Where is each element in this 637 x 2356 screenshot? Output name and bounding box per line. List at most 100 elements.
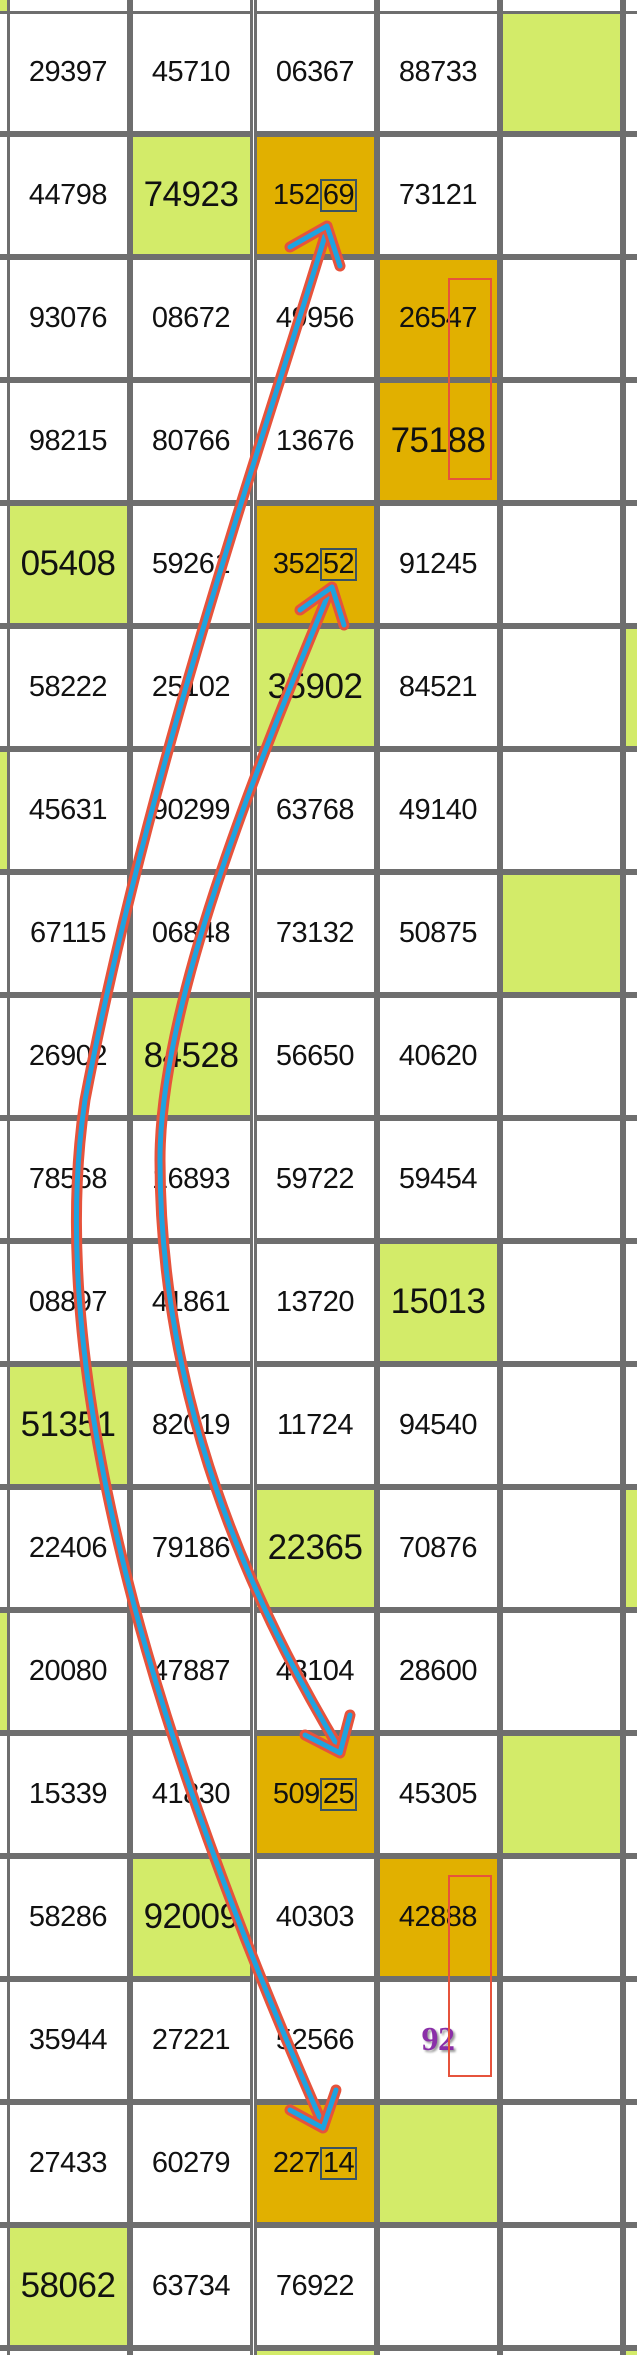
edge-cell: [253, 2347, 377, 2355]
cell-number: 13676: [275, 424, 355, 457]
cell-number: 15013: [390, 1282, 486, 1321]
cell-number: 59454: [398, 1162, 478, 1195]
grid-cell: 90299: [129, 748, 253, 872]
arrow-inner: [154, 581, 356, 1759]
grid-cell: [499, 1855, 623, 1979]
cell-number: 08897: [28, 1285, 108, 1318]
grid-cell: [499, 10, 623, 134]
cell-number: 73132: [275, 916, 355, 949]
grid-cell: 509 25: [253, 1732, 377, 1856]
grid-cell: 59454: [376, 1117, 500, 1241]
grid-cell: [376, 2101, 500, 2225]
grid-cell: 58222: [6, 625, 130, 749]
grid-cell: 84528: [129, 994, 253, 1118]
grid-cell: 63734: [129, 2224, 253, 2348]
edge-cell-right: [622, 256, 637, 380]
cell-number: 05408: [20, 544, 116, 583]
cell-number: 98215: [28, 424, 108, 457]
grid-cell: 45305: [376, 1732, 500, 1856]
grid-cell: 28600: [376, 1609, 500, 1733]
cell-number: 58222: [28, 670, 108, 703]
grid-cell: [499, 133, 623, 257]
cell-number: 88733: [398, 55, 478, 88]
cell-number: 45631: [28, 793, 108, 826]
grid-cell: 60279: [129, 2101, 253, 2225]
grid-cell: 22406: [6, 1486, 130, 1610]
cell-number: 22365: [267, 1528, 363, 1567]
grid-cell: 49140: [376, 748, 500, 872]
cell-number: 47887: [151, 1654, 231, 1687]
grid-cell: 93076: [6, 256, 130, 380]
cell-number: 58062: [20, 2266, 116, 2305]
grid-cell: 91245: [376, 502, 500, 626]
grid-cell: [499, 379, 623, 503]
boxed-digits: 69: [319, 178, 358, 212]
cell-number: 73121: [398, 178, 478, 211]
edge-cell-right: [622, 625, 637, 749]
grid-cell: [499, 502, 623, 626]
grid-cell: 45631: [6, 748, 130, 872]
grid-cell: 27433: [6, 2101, 130, 2225]
grid-cell: 15013: [376, 1240, 500, 1364]
grid-cell: [499, 625, 623, 749]
boxed-digits: 14: [319, 2146, 358, 2180]
cell-number: 59722: [275, 1162, 355, 1195]
highlight-box-upper: [448, 278, 492, 480]
grid-cell: 94540: [376, 1363, 500, 1487]
grid-cell: [499, 1978, 623, 2102]
edge-cell-right: [622, 379, 637, 503]
edge-cell-right: [622, 1486, 637, 1610]
cell-number: 06367: [275, 55, 355, 88]
grid-cell: 88733: [376, 10, 500, 134]
grid-cell: [499, 1240, 623, 1364]
cell-number: 509: [272, 1777, 320, 1810]
cell-number: 45710: [151, 55, 231, 88]
grid-cell: [499, 1609, 623, 1733]
grid-cell: 51351: [6, 1363, 130, 1487]
cell-number: 94540: [398, 1408, 478, 1441]
cell-number: 22406: [28, 1531, 108, 1564]
edge-cell-right: [622, 871, 637, 995]
cell-number: 06848: [151, 916, 231, 949]
cell-number: 58286: [28, 1900, 108, 1933]
edge-cell-right: [622, 1363, 637, 1487]
cell-number: 42888: [398, 1900, 478, 1933]
cell-number: 84521: [398, 670, 478, 703]
cell-number: 79186: [151, 1531, 231, 1564]
grid-cell: 05408: [6, 502, 130, 626]
cell-number: 40620: [398, 1039, 478, 1072]
grid-cell: 44798: [6, 133, 130, 257]
grid-cell: 73132: [253, 871, 377, 995]
cell-number: 78568: [28, 1162, 108, 1195]
cell-number: 50875: [398, 916, 478, 949]
grid-cell: 45710: [129, 10, 253, 134]
edge-cell-right: [622, 1732, 637, 1856]
grid-cell: 78568: [6, 1117, 130, 1241]
cell-number: 63768: [275, 793, 355, 826]
grid-cell: 15339: [6, 1732, 130, 1856]
grid-cell: 74923: [129, 133, 253, 257]
cell-number: 227: [272, 2146, 320, 2179]
cell-number: 76922: [275, 2269, 355, 2302]
cell-number: 27433: [28, 2146, 108, 2179]
grid-cell: [499, 256, 623, 380]
grid-cell: 79186: [129, 1486, 253, 1610]
grid-cell: 26547: [376, 256, 500, 380]
grid-cell: 84521: [376, 625, 500, 749]
cell-number: 08672: [151, 301, 231, 334]
grid-cell: 06848: [129, 871, 253, 995]
grid-cell: 47887: [129, 1609, 253, 1733]
grid-cell: [499, 1486, 623, 1610]
cell-number: 29397: [28, 55, 108, 88]
edge-cell-right: [622, 2347, 637, 2355]
edge-cell-right: [622, 1855, 637, 1979]
grid-cell: 06367: [253, 10, 377, 134]
grid-cell: [499, 1732, 623, 1856]
grid-cell: 40303: [253, 1855, 377, 1979]
grid-cell: 59722: [253, 1117, 377, 1241]
grid-cell: 73121: [376, 133, 500, 257]
cell-number: 80766: [151, 424, 231, 457]
cell-number: 40303: [275, 1900, 355, 1933]
grid-cell: [499, 871, 623, 995]
